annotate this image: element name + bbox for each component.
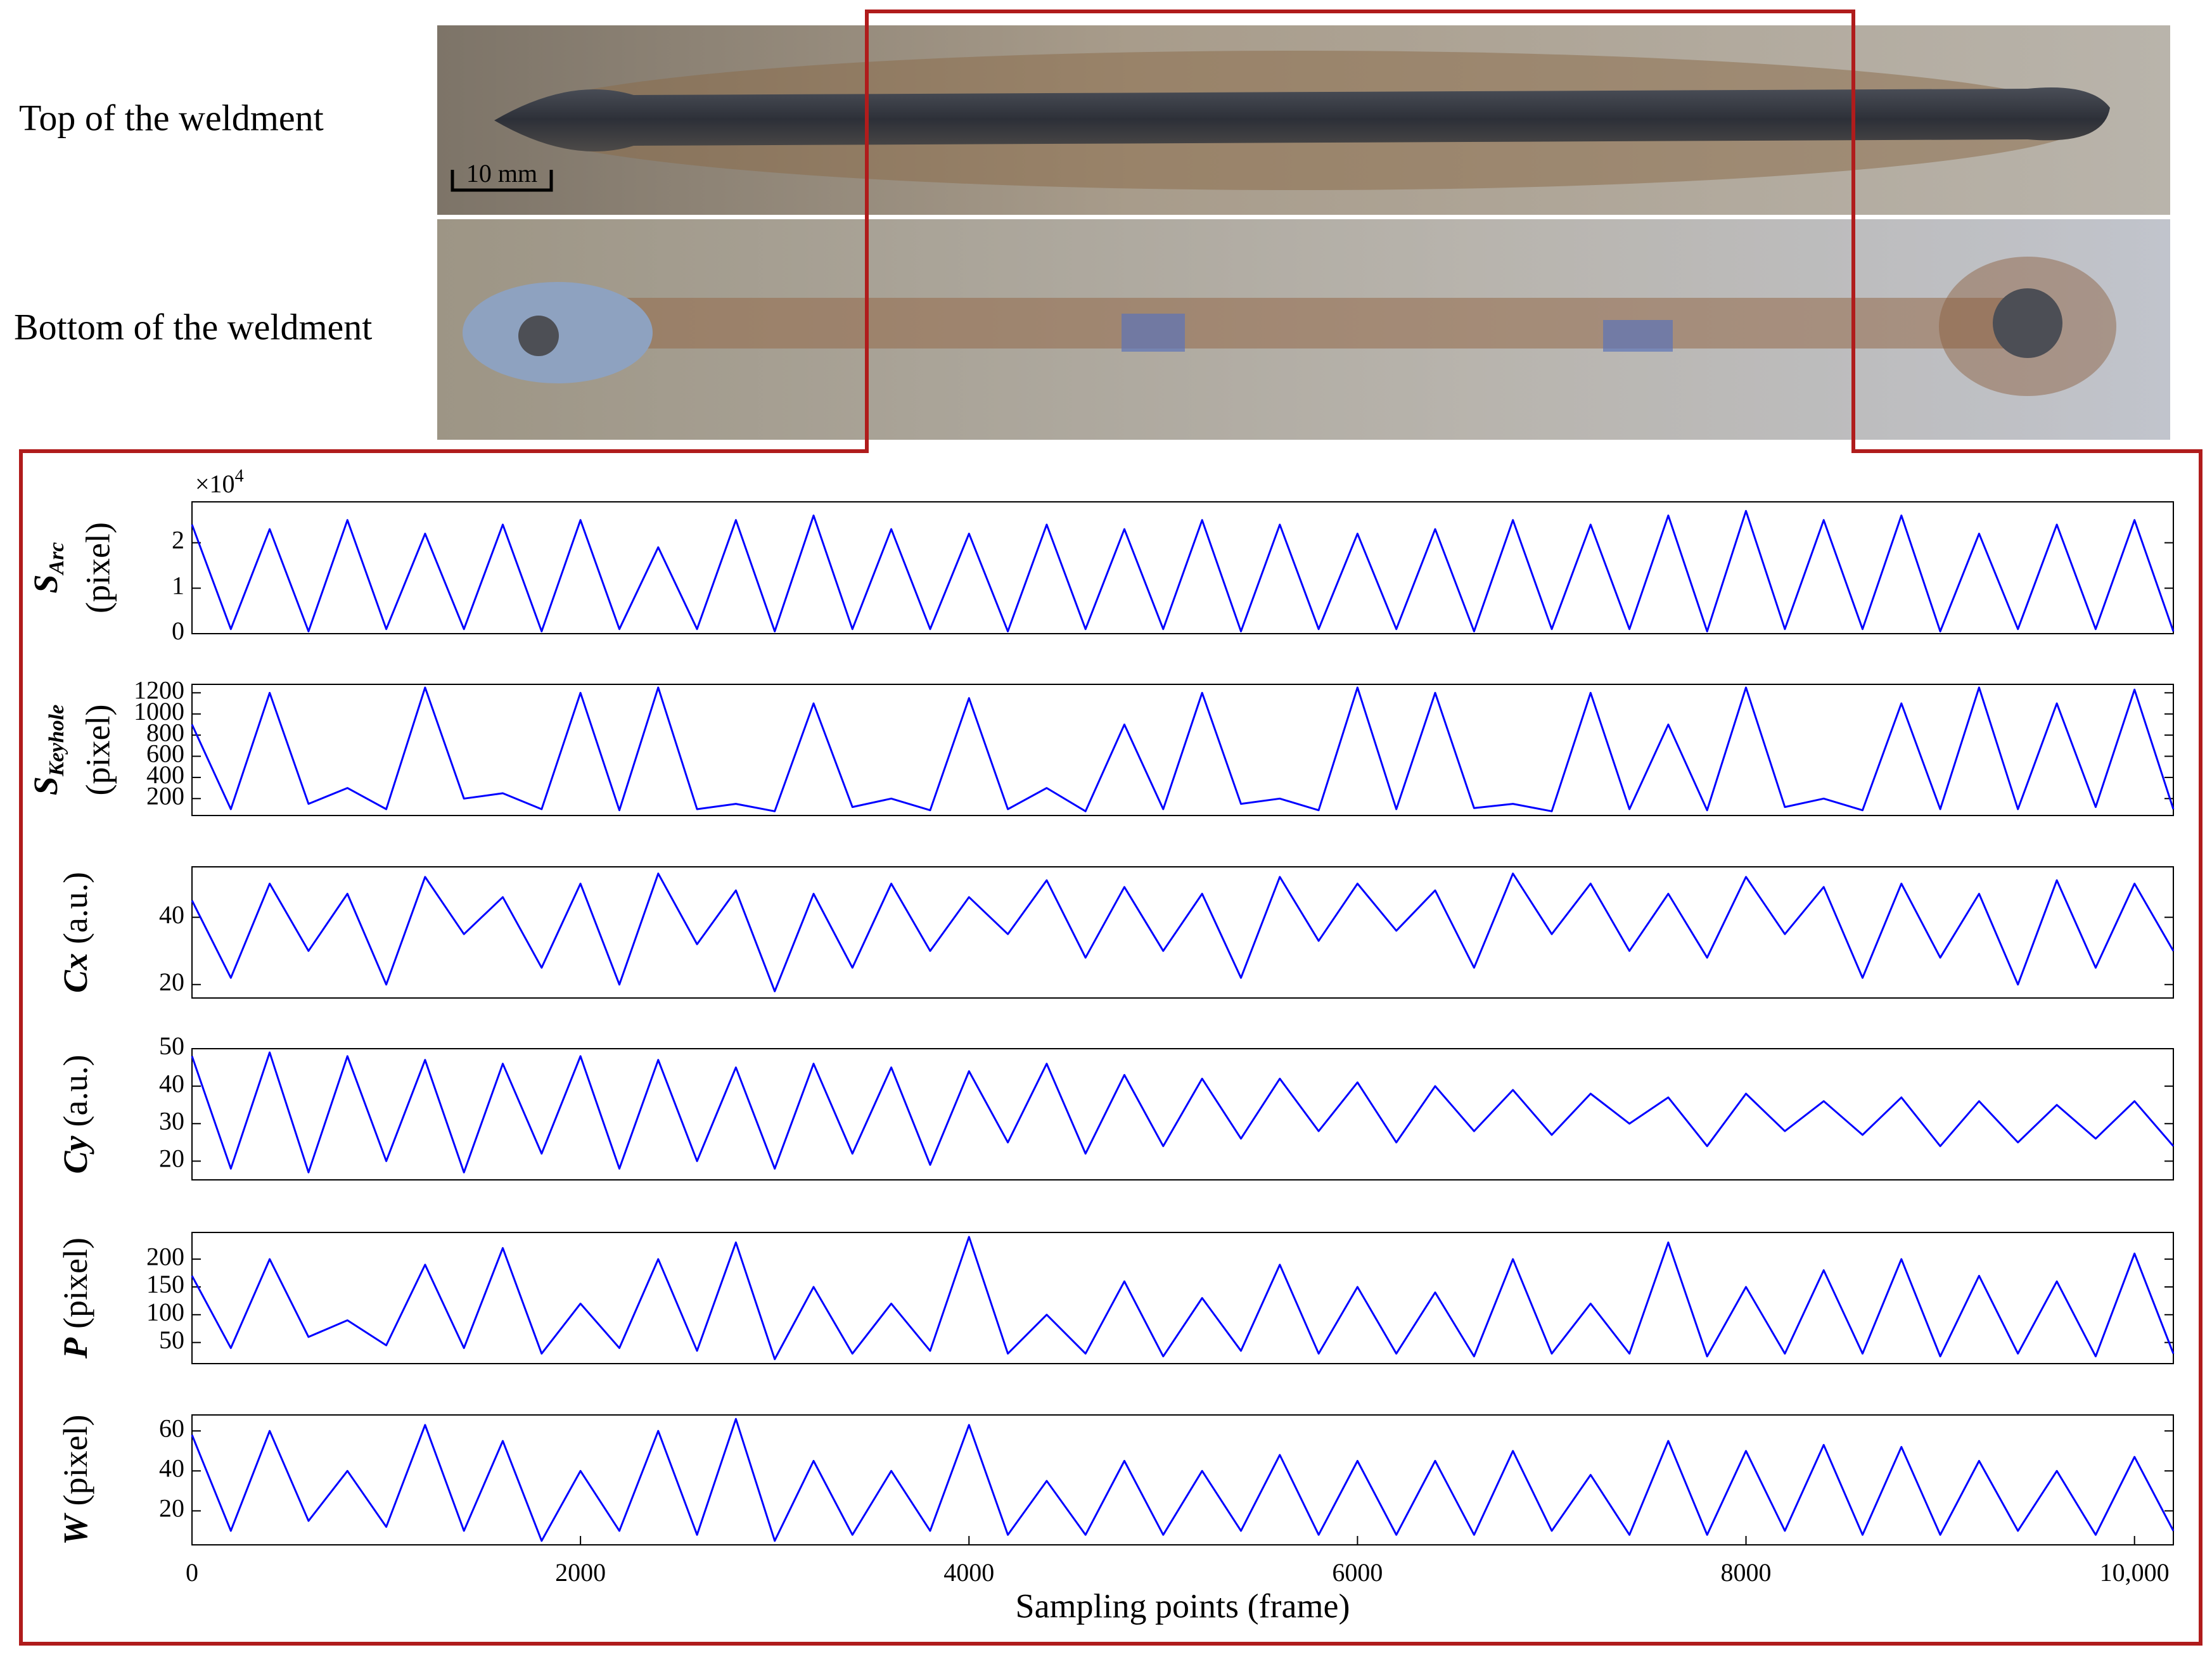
- plot-frame: [191, 684, 2174, 816]
- y-tick-label: 1: [172, 571, 184, 599]
- signal-line: [191, 1051, 2175, 1174]
- y-tick-label: 20: [159, 1494, 184, 1523]
- plot-frame: [191, 1232, 2174, 1364]
- y-axis-label: SArc: [27, 542, 68, 593]
- y-axis-symbol: S: [27, 776, 65, 795]
- y-axis-unit: (pixel): [56, 1238, 94, 1329]
- signal-line: [191, 1417, 2175, 1542]
- y-axis-unit: (pixel): [56, 1415, 94, 1506]
- y-tick-label: 30: [159, 1106, 184, 1135]
- x-axis-label: Sampling points (frame): [1016, 1587, 1350, 1625]
- plot-frame: [191, 501, 2174, 634]
- multiplier-exponent: 4: [235, 466, 244, 486]
- signal-line: [191, 873, 2175, 992]
- axis-multiplier: ×104: [195, 466, 244, 498]
- blue-spot: [1122, 314, 1185, 352]
- y-axis-symbol: S: [27, 574, 65, 593]
- y-tick-label: 800: [146, 718, 184, 746]
- y-axis-symbol: Cx: [56, 953, 94, 993]
- x-tick-label: 8000: [1721, 1558, 1772, 1587]
- x-tick-label: 6000: [1332, 1558, 1383, 1587]
- y-tick-label: 0: [172, 617, 184, 645]
- blue-spot: [1603, 320, 1673, 352]
- y-axis-symbol: P: [56, 1337, 94, 1359]
- scale-bar-label: 10 mm: [466, 159, 537, 188]
- y-axis-subscript: Arc: [45, 542, 68, 575]
- plot-frame: [191, 1414, 2174, 1545]
- panel: 20 40 60 0 2000 4000 6000 8000 10,000 Sampling po…: [56, 1414, 2175, 1625]
- y-tick-label: 50: [159, 1326, 184, 1354]
- y-tick-label: 2: [172, 526, 184, 554]
- panel: 20 40 Cx (a.u.): [56, 866, 2175, 999]
- highlight-frame: [19, 10, 2202, 1646]
- x-tick-label: 10,000: [2100, 1558, 2170, 1587]
- crater: [1993, 288, 2062, 358]
- y-tick-label: 150: [146, 1270, 184, 1298]
- y-tick-label: 1000: [134, 697, 184, 726]
- y-tick-label: 40: [159, 1069, 184, 1097]
- y-tick-label: 20: [159, 968, 184, 996]
- y-tick-label: 400: [146, 760, 184, 789]
- photo-label: Top of the weldment: [19, 97, 324, 138]
- y-axis-symbol: Cy: [56, 1135, 94, 1174]
- y-tick-label: 200: [146, 1242, 184, 1270]
- y-axis-unit: (a.u.): [56, 1055, 94, 1127]
- y-tick-label: 600: [146, 739, 184, 768]
- y-axis-label: W (pixel): [56, 1415, 94, 1545]
- y-axis-unit: (a.u.): [56, 872, 94, 944]
- plot-frame: [191, 866, 2174, 999]
- y-tick-label: 200: [146, 781, 184, 810]
- y-axis-unit: (pixel): [79, 522, 117, 613]
- x-tick-label: 0: [186, 1558, 198, 1587]
- y-axis-label: Cx (a.u.): [56, 872, 94, 993]
- y-axis-symbol: W: [56, 1512, 94, 1545]
- multiplier-base: ×10: [195, 470, 235, 498]
- y-tick-label: 1200: [134, 676, 184, 705]
- y-tick-label: 60: [159, 1414, 184, 1442]
- y-axis-label: P (pixel): [56, 1238, 94, 1359]
- y-tick-label: 100: [146, 1298, 184, 1326]
- y-axis-unit: (pixel): [79, 705, 117, 796]
- crater: [518, 316, 559, 356]
- x-tick-label: 2000: [555, 1558, 606, 1587]
- y-tick-label: 20: [159, 1144, 184, 1173]
- y-axis-subscript: Keyhole: [45, 705, 68, 777]
- y-tick-label: 40: [159, 1454, 184, 1482]
- y-tick-label: 40: [159, 900, 184, 929]
- weld-photos: 10 mm Top of the weldment Bottom of the …: [14, 25, 2170, 440]
- root-band: [507, 298, 2028, 349]
- y-tick-label: 50: [159, 1032, 184, 1060]
- x-tick-label: 4000: [943, 1558, 994, 1587]
- photo-label: Bottom of the weldment: [14, 306, 372, 347]
- scale-bar: [451, 170, 553, 192]
- weld-bead: [494, 87, 2110, 151]
- y-axis-label: Cy (a.u.): [56, 1055, 94, 1174]
- y-axis-label: SKeyhole: [27, 705, 68, 795]
- panel: 0 1 2 SArc (pixel) ×104: [27, 466, 2175, 645]
- signal-line: [191, 509, 2175, 632]
- panel: 20 30 40 50 Cy (a.u.): [56, 1032, 2175, 1180]
- signal-line: [191, 686, 2175, 812]
- signal-line: [191, 1236, 2175, 1360]
- plot-frame: [191, 1048, 2174, 1180]
